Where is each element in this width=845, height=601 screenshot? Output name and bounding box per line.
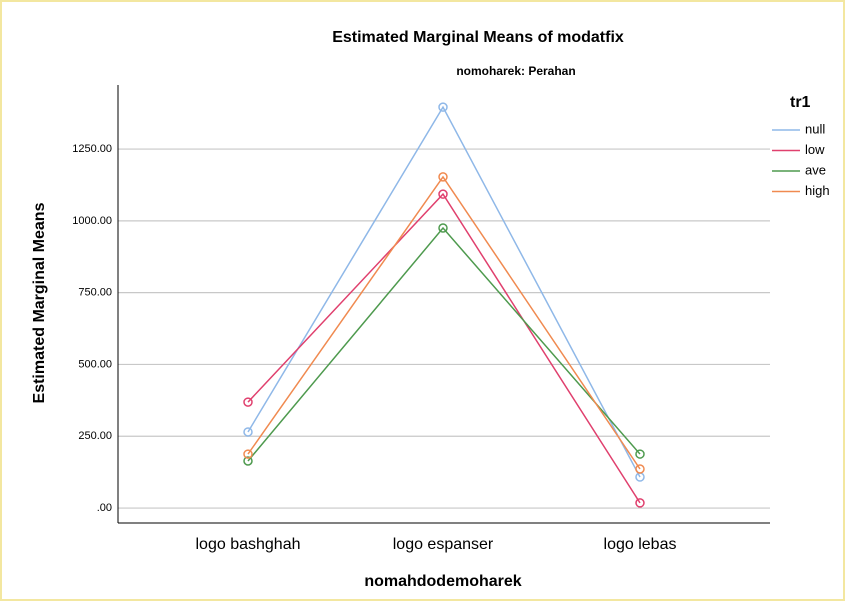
data-point xyxy=(243,397,253,407)
chart-subtitle: nomoharek: Perahan xyxy=(456,64,575,78)
data-point xyxy=(635,464,645,474)
data-point xyxy=(243,449,253,459)
x-tick-label: logo bashghah xyxy=(196,536,301,553)
x-axis-label: nomahdodemoharek xyxy=(364,573,521,590)
y-tick-label: 500.00 xyxy=(78,358,112,370)
data-point xyxy=(243,456,253,466)
x-tick-label: logo lebas xyxy=(604,536,677,553)
y-tick-label: 1250.00 xyxy=(72,143,112,155)
legend-label: ave xyxy=(805,162,826,177)
y-axis-label: Estimated Marginal Means xyxy=(31,202,48,403)
legend-label: null xyxy=(805,121,825,136)
y-tick-label: .00 xyxy=(97,502,112,514)
series-line xyxy=(247,192,641,504)
y-tick-label: 1000.00 xyxy=(72,215,112,227)
series-line xyxy=(247,175,641,470)
y-tick-label: 750.00 xyxy=(78,287,112,299)
y-tick-label: 250.00 xyxy=(78,430,112,442)
legend-label: high xyxy=(805,183,830,198)
chart-title: Estimated Marginal Means of modatfix xyxy=(332,29,624,46)
data-point xyxy=(438,223,448,233)
data-point xyxy=(635,498,645,508)
data-point xyxy=(438,172,448,182)
legend-title: tr1 xyxy=(790,94,811,111)
data-point xyxy=(243,427,253,437)
data-point xyxy=(438,189,448,199)
data-point xyxy=(438,102,448,112)
x-tick-label: logo espanser xyxy=(393,536,494,553)
data-point xyxy=(635,449,645,459)
legend-label: low xyxy=(805,142,825,157)
series-line xyxy=(247,226,641,462)
series-line xyxy=(247,105,641,478)
